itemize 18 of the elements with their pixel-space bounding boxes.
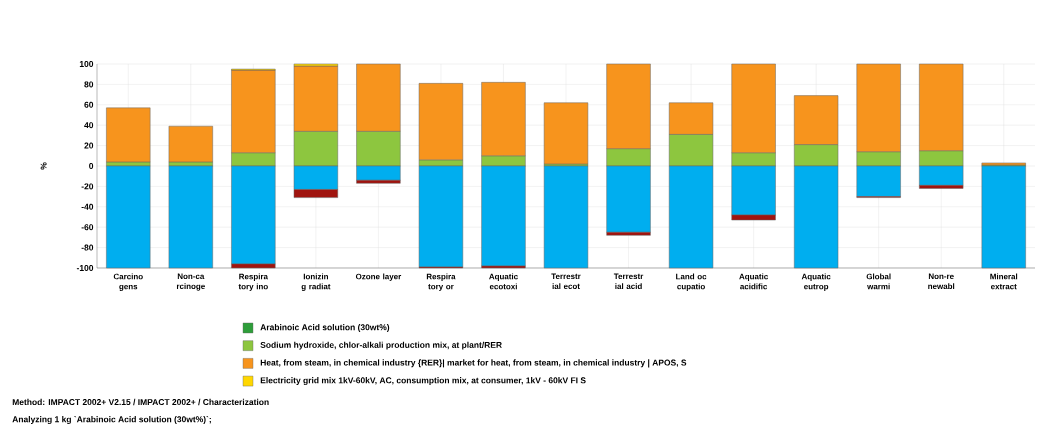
legend-label: Arabinoic Acid solution (30wt%) bbox=[260, 324, 390, 332]
y-tick-label: 100 bbox=[79, 60, 94, 67]
legend-label: Heat, from steam, in chemical industry {RER}| market for heat, from steam, in chemical industry | APOS, S bbox=[260, 359, 687, 368]
y-tick-label: -20 bbox=[81, 183, 94, 190]
y-tick-label: -40 bbox=[81, 203, 94, 210]
y-tick-label: 0 bbox=[89, 162, 94, 169]
y-axis-title: % bbox=[40, 162, 47, 170]
y-tick-label: -100 bbox=[76, 264, 94, 271]
y-tick-label: 40 bbox=[84, 122, 94, 129]
text: Method: IMPACT 2002+ V2.15 / IMPACT 2002+ / Characterization bbox=[12, 398, 269, 406]
legend-label: Sodium hydroxide, chlor-alkali production mix, at plant/RER bbox=[260, 341, 502, 350]
y-tick-label: -60 bbox=[81, 224, 94, 231]
y-tick-label: 20 bbox=[84, 142, 94, 149]
y-tick-label: 80 bbox=[84, 81, 94, 88]
legend-label: Electricity grid mix 1kV-60kV, AC, consumption mix, at consumer, 1kV - 60kV FI S bbox=[260, 377, 586, 386]
y-tick-label: -80 bbox=[81, 244, 94, 251]
y-tick-label: 60 bbox=[84, 101, 94, 108]
text: Analyzing 1 kg `Arabinoic Acid solution (30wt%)`; bbox=[12, 415, 211, 424]
